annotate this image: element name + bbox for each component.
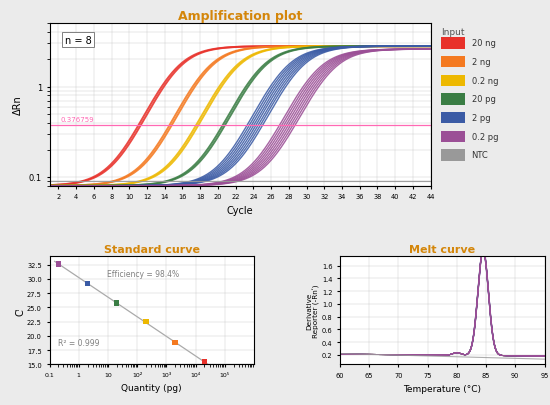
Text: 20 pg: 20 pg	[471, 95, 496, 104]
Text: Input: Input	[441, 28, 465, 36]
Title: Melt curve: Melt curve	[409, 244, 475, 254]
Bar	[441, 94, 465, 105]
Point	[112, 300, 121, 306]
Y-axis label: Cⁱ: Cⁱ	[15, 306, 26, 315]
X-axis label: Cycle: Cycle	[227, 205, 254, 215]
Point	[54, 261, 63, 268]
Text: 2 pg: 2 pg	[471, 114, 490, 123]
Y-axis label: Derivative
Reporter (-Rnʹ): Derivative Reporter (-Rnʹ)	[306, 284, 320, 337]
Point	[83, 281, 92, 287]
X-axis label: Quantity (pg): Quantity (pg)	[122, 383, 182, 392]
Text: 2 ng: 2 ng	[471, 58, 490, 67]
Point	[171, 340, 180, 346]
Bar	[441, 131, 465, 143]
Title: Amplification plot: Amplification plot	[178, 10, 302, 23]
Bar	[441, 38, 465, 49]
Bar	[441, 57, 465, 68]
X-axis label: Temperature (°C): Temperature (°C)	[403, 384, 481, 392]
Text: 20 ng: 20 ng	[471, 39, 496, 48]
Text: 0.2 pg: 0.2 pg	[471, 132, 498, 141]
Y-axis label: ΔRn: ΔRn	[13, 96, 23, 115]
Text: NTC: NTC	[471, 151, 488, 160]
Text: n = 8: n = 8	[65, 36, 91, 46]
Point	[141, 319, 150, 325]
Bar	[441, 113, 465, 124]
Bar	[441, 75, 465, 87]
Text: Efficiency = 98.4%: Efficiency = 98.4%	[107, 269, 179, 278]
Title: Standard curve: Standard curve	[104, 244, 200, 254]
Bar	[441, 150, 465, 161]
Text: 0.2 ng: 0.2 ng	[471, 77, 498, 85]
Text: R² = 0.999: R² = 0.999	[58, 338, 99, 347]
Point	[200, 359, 209, 365]
Text: 0.376759: 0.376759	[60, 117, 94, 123]
